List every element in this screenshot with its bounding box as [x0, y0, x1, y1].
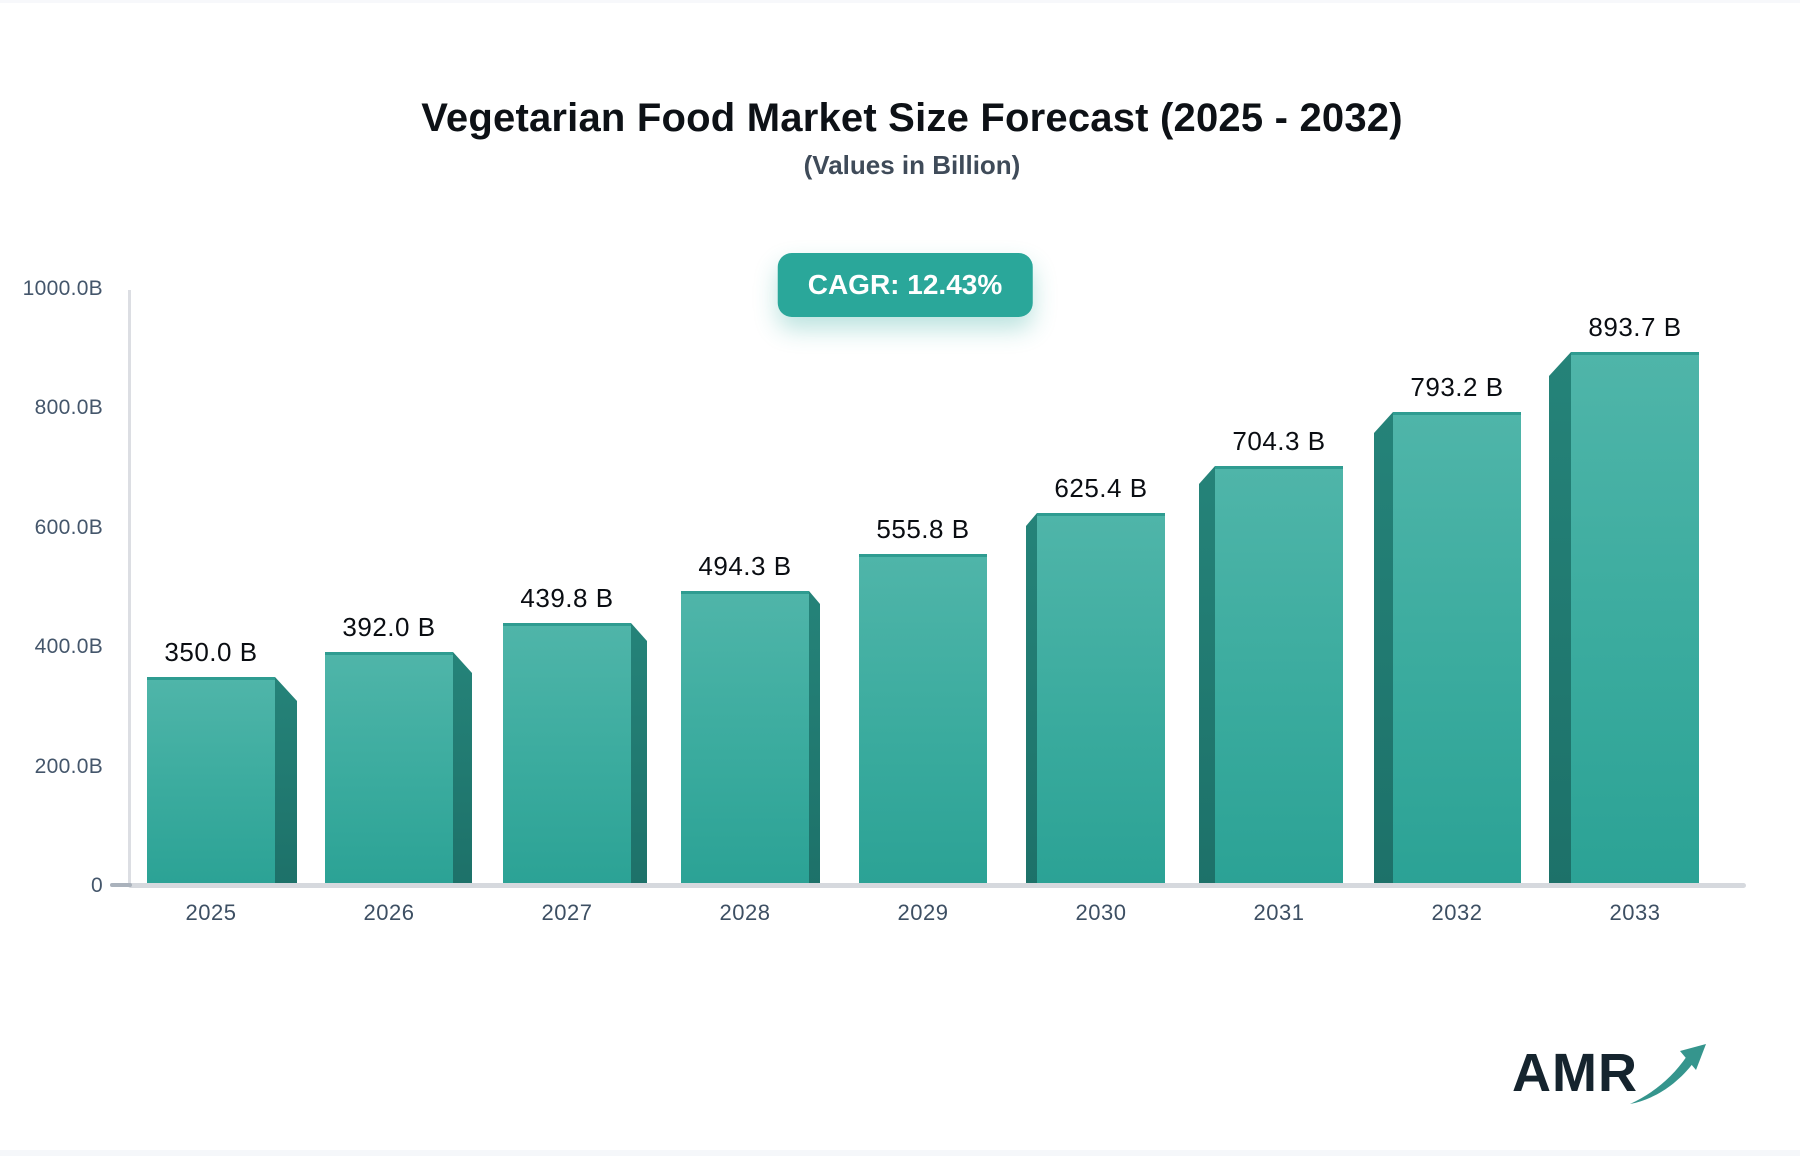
bar-2030	[1026, 513, 1165, 886]
y-tick-label-200.0B: 200.0B	[34, 754, 103, 778]
x-tick-label-2029: 2029	[897, 900, 949, 925]
y-tick-label-800.0B: 800.0B	[34, 396, 103, 420]
y-tick-label-600.0B: 600.0B	[34, 515, 103, 539]
bar-2031	[1199, 466, 1343, 886]
bar-3d-side	[1374, 412, 1393, 886]
bar-face	[1571, 352, 1699, 886]
bar-2032	[1374, 412, 1521, 886]
bar-3d-side	[1026, 513, 1037, 886]
amr-logo: AMR	[1512, 1030, 1712, 1116]
bar-2026	[325, 652, 472, 886]
chart-title: Vegetarian Food Market Size Forecast (20…	[421, 96, 1403, 140]
y-tick-label-400.0B: 400.0B	[34, 635, 103, 659]
x-axis-baseline	[128, 883, 1746, 888]
bar-value-label-2032: 793.2 B	[1410, 372, 1504, 402]
bar-3d-side	[1549, 352, 1571, 886]
x-tick-label-2026: 2026	[363, 900, 415, 925]
bar-2033	[1549, 352, 1699, 886]
bar-face	[1393, 412, 1521, 886]
bar-2025	[147, 677, 297, 886]
bottom-edge-strip	[0, 1150, 1800, 1156]
bar-2028	[681, 591, 820, 886]
bar-face	[1037, 513, 1165, 886]
bar-3d-side	[453, 652, 472, 886]
growth-arrow-icon	[1630, 1044, 1706, 1104]
bar-value-label-2025: 350.0 B	[164, 637, 258, 667]
y-tick-label-0: 0	[91, 874, 103, 897]
bar-face	[325, 652, 453, 886]
bar-value-label-2031: 704.3 B	[1232, 426, 1326, 456]
bar-value-label-2030: 625.4 B	[1054, 473, 1148, 503]
x-tick-label-2025: 2025	[185, 900, 237, 925]
bar-2029	[859, 554, 987, 886]
y-tick-label-1000.0B: 1000.0B	[22, 277, 103, 300]
cagr-badge: CAGR: 12.43%	[777, 253, 1033, 317]
bar-2027	[503, 623, 647, 886]
bar-face	[147, 677, 275, 886]
bar-value-label-2026: 392.0 B	[342, 612, 436, 642]
bar-face	[1215, 466, 1343, 886]
bar-3d-side	[275, 677, 297, 886]
bar-value-label-2028: 494.3 B	[698, 551, 792, 581]
x-tick-label-2031: 2031	[1253, 900, 1305, 925]
top-edge-strip	[0, 0, 1800, 3]
x-tick-label-2030: 2030	[1075, 900, 1127, 925]
y-axis-line	[128, 290, 131, 887]
x-tick-label-2028: 2028	[719, 900, 771, 925]
bar-3d-side	[631, 623, 647, 886]
bar-value-label-2027: 439.8 B	[520, 583, 614, 613]
bar-face	[859, 554, 987, 886]
zero-tick-mark	[110, 883, 132, 887]
bar-value-label-2029: 555.8 B	[876, 514, 970, 544]
chart-subtitle: (Values in Billion)	[803, 150, 1021, 180]
x-tick-label-2033: 2033	[1609, 900, 1661, 925]
bar-face	[681, 591, 809, 886]
bar-3d-side	[809, 591, 820, 886]
x-tick-label-2032: 2032	[1431, 900, 1483, 925]
bar-3d-side	[1199, 466, 1215, 886]
bar-face	[503, 623, 631, 886]
bar-value-label-2033: 893.7 B	[1588, 312, 1682, 342]
amr-logo-text: AMR	[1512, 1043, 1638, 1103]
x-tick-label-2027: 2027	[541, 900, 593, 925]
